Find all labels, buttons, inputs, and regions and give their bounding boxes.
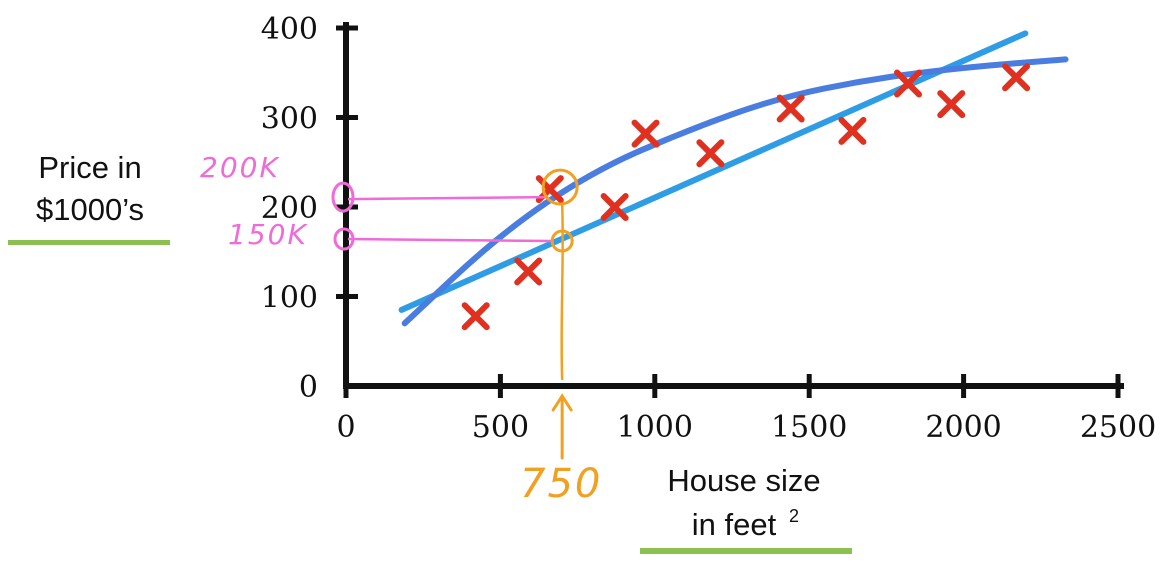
axis-labels: Price in $1000’s House size in feet 2 xyxy=(8,150,852,554)
query-guide-line xyxy=(560,203,564,381)
query-arrow xyxy=(551,393,573,460)
y-tick-label: 200 xyxy=(261,191,318,226)
axes xyxy=(343,22,1124,389)
data-point xyxy=(776,94,805,123)
y-axis-label-line1: Price in xyxy=(38,150,141,185)
line-prediction-marker xyxy=(550,229,574,253)
data-point xyxy=(894,69,923,98)
price-high-guide xyxy=(347,195,549,201)
ticks: 0 500 1000 1500 2000 2500 0 100 200 300 400 xyxy=(261,12,1156,445)
data-point xyxy=(838,116,867,145)
data-points xyxy=(461,63,1031,331)
x-axis-label-superscript: 2 xyxy=(789,506,799,526)
data-point xyxy=(937,90,966,119)
linear-fit-line xyxy=(398,30,1029,313)
x-tick-label: 2500 xyxy=(1080,410,1156,445)
x-tick-label: 1500 xyxy=(771,410,847,445)
y-tick-label: 0 xyxy=(299,370,318,405)
y-tick-label: 400 xyxy=(261,12,318,47)
curve-prediction-marker xyxy=(541,168,579,206)
data-point xyxy=(461,302,490,331)
data-point xyxy=(600,193,629,221)
x-label-underline xyxy=(640,548,852,554)
data-point xyxy=(514,257,543,286)
curve-fit-line xyxy=(401,56,1069,327)
y-tick-label: 100 xyxy=(261,281,318,316)
query-size-annotation: 750 xyxy=(520,461,602,507)
data-point xyxy=(631,119,660,148)
y-label-underline xyxy=(8,240,170,245)
price-low-annotation: 150K xyxy=(228,218,308,251)
annotations: 200K 150K 750 xyxy=(200,151,602,507)
x-axis-label-line1: House size xyxy=(667,463,820,498)
x-tick-label: 1000 xyxy=(617,410,693,445)
y-tick-label: 300 xyxy=(261,102,318,137)
price-low-marker xyxy=(333,227,355,251)
x-axis-label-line2: in feet xyxy=(692,507,777,542)
fit-lines xyxy=(398,30,1069,327)
data-point xyxy=(1002,63,1031,92)
price-high-annotation: 200K xyxy=(200,151,280,184)
price-low-guide xyxy=(347,237,553,243)
x-tick-label: 500 xyxy=(472,410,529,445)
y-axis-label-line2: $1000’s xyxy=(36,192,144,227)
data-point xyxy=(696,139,725,168)
x-tick-label: 0 xyxy=(336,410,355,445)
x-tick-label: 2000 xyxy=(925,410,1001,445)
price-high-marker xyxy=(331,181,355,213)
